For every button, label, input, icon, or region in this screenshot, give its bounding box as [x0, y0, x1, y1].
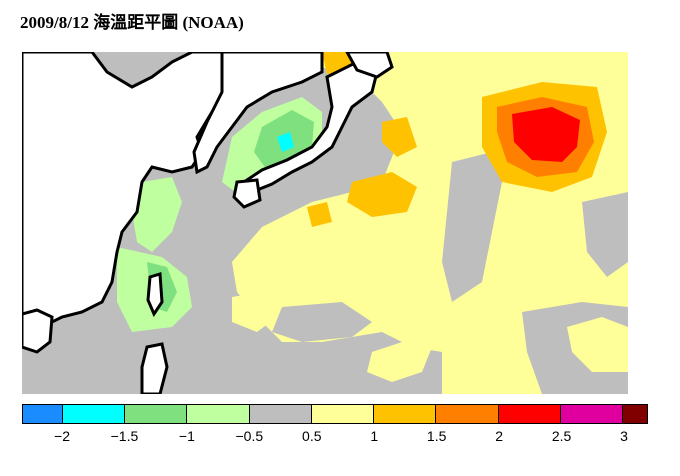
map-title: 2009/8/12 海溫距平圖 (NOAA)	[20, 13, 244, 32]
warm-anomaly-yellow-southeast	[567, 317, 628, 372]
sst-anomaly-map	[22, 52, 628, 394]
warm-anomaly-1-5-patch-c	[382, 117, 417, 157]
legend-swatch	[374, 405, 437, 423]
legend-tick-label: 0.5	[302, 428, 322, 444]
warm-anomaly-2-5-core	[512, 107, 580, 162]
warm-anomaly-1-5-patch-a	[347, 172, 417, 217]
warm-anomaly-yellow-south	[367, 342, 432, 382]
legend-tick-label: 1	[370, 428, 379, 444]
mainland-china	[22, 52, 254, 334]
legend-swatch	[62, 405, 126, 423]
neutral-patch-south	[272, 302, 372, 342]
legend-tick-label: 1.5	[426, 428, 447, 444]
japan-hokkaido	[345, 52, 394, 79]
color-scale-legend	[22, 404, 648, 424]
legend-tick-label: −1.5	[110, 428, 139, 444]
color-scale-tick-labels: −2 −1.5 −1 −0.5 0.5 1 1.5 2 2.5 3	[22, 424, 648, 452]
sst-anomaly-map-graphic	[22, 52, 628, 394]
luzon-island	[140, 342, 169, 394]
neutral-patch-central	[442, 152, 502, 302]
warm-anomaly-yellow-west	[232, 292, 277, 332]
japan-kyushu	[232, 178, 262, 209]
hainan-coast	[22, 308, 54, 354]
legend-tick-label: −1	[178, 428, 195, 444]
taiwan-island	[146, 272, 164, 318]
korean-peninsula	[192, 52, 324, 175]
legend-swatch	[125, 405, 188, 423]
legend-swatch	[560, 405, 624, 423]
legend-swatch	[436, 405, 499, 423]
cool-anomaly-cyan	[277, 132, 294, 152]
legend-tick-label: 3	[620, 428, 628, 444]
legend-tick-label: 2	[495, 428, 504, 444]
warm-anomaly-1-5-patch-b	[307, 202, 332, 227]
legend-tick-label: −0.5	[235, 428, 264, 444]
legend-swatch	[23, 405, 63, 423]
legend-tick-label: 2.5	[551, 428, 572, 444]
legend-tick-label: −2	[54, 428, 70, 444]
japan-honshu	[241, 60, 379, 194]
warm-anomaly-yellow-south-2	[442, 362, 522, 394]
legend-swatch	[249, 405, 312, 423]
neutral-patch-east	[582, 192, 628, 277]
cool-anomaly-china-coast	[132, 177, 182, 252]
legend-swatch	[311, 405, 375, 423]
legend-swatch	[623, 405, 648, 423]
legend-swatch	[498, 405, 561, 423]
legend-swatch	[187, 405, 250, 423]
